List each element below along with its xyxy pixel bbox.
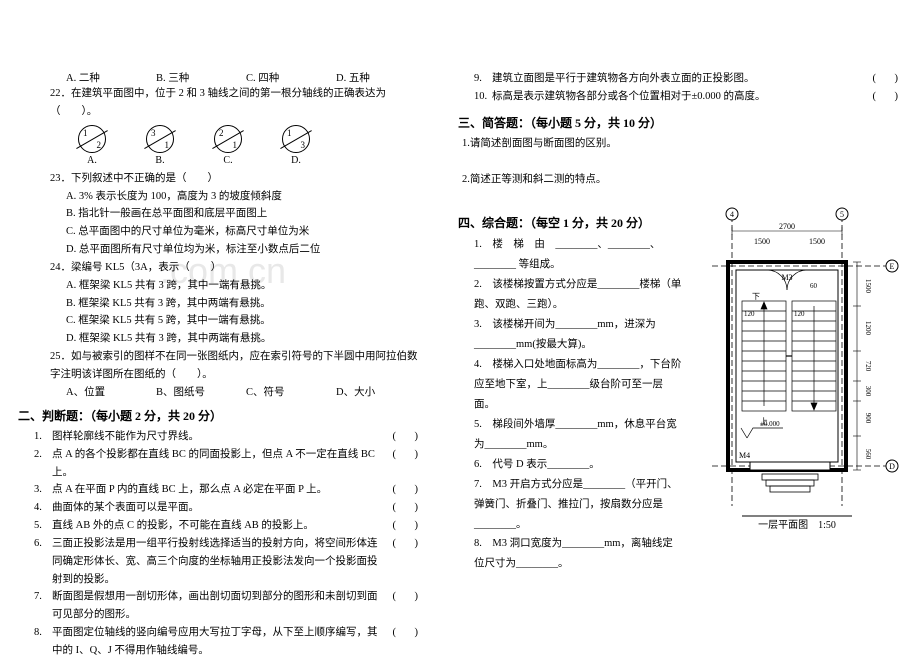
q24-a: A. 框架梁 KL5 共有 3 跨，其中一端有悬挑。 — [18, 277, 422, 295]
label-m4: M4 — [739, 451, 750, 460]
q25-stem: 25．如与被索引的图样不在同一张图纸内，应在索引符号的下半圆中用阿拉伯数字注明该… — [18, 348, 422, 384]
q24-b: B. 框架梁 KL5 共有 3 跨，其中两端有悬挑。 — [18, 295, 422, 313]
q24-stem: 24．梁编号 KL5（3A，表示（ ） — [18, 259, 422, 277]
axis-e: E — [890, 262, 895, 271]
opt-d: D. 五种 — [336, 70, 406, 85]
q23-c: C. 总平面图中的尺寸单位为毫米，标高尺寸单位为米 — [18, 223, 422, 241]
q25-options: A、位置 B、图纸号 C、符号 D、大小 — [18, 384, 422, 399]
label-down: 下 — [752, 292, 760, 301]
fill-5: 5. 梯段间外墙厚________mm，休息平台宽为________mm。 — [458, 415, 682, 455]
section-3-title: 三、简答题：（每小题 5 分，共 10 分） — [458, 114, 902, 131]
dim-1500b: 1500 — [809, 237, 825, 246]
axis-5: 5 — [840, 210, 844, 219]
q23-stem: 23．下列叙述中不正确的是（ ） — [18, 170, 422, 188]
opt-c: C. 四种 — [246, 70, 316, 85]
dim-120a: 120 — [744, 310, 755, 318]
diagram-caption: 一层平面图 1:50 — [758, 519, 836, 531]
dim-1500a: 1500 — [754, 237, 770, 246]
axis-4: 4 — [730, 210, 734, 219]
dim-120b: 120 — [794, 310, 805, 318]
opt-a: A、位置 — [66, 384, 136, 399]
opt-d: D、大小 — [336, 384, 406, 399]
tf-9: 9.建筑立面图是平行于建筑物各方向外表立面的正投影图。( ) — [458, 70, 902, 88]
fill-3: 3. 该楼梯开间为________mm，进深为________mm(按最大算)。 — [458, 315, 682, 355]
dim-2700: 2700 — [779, 222, 795, 231]
fill-7: 7. M3 开启方式分应是________（平开门、弹簧门、折叠门、推拉门，按扇… — [458, 475, 682, 535]
opt-b: B. 三种 — [156, 70, 226, 85]
svg-text:720: 720 — [864, 361, 872, 372]
label-m3: M3 — [781, 273, 792, 282]
tf-3: 3.点 A 在平面 P 内的直线 BC 上，那么点 A 必定在平面 P 上。( … — [18, 481, 422, 499]
floor-plan-diagram: 4 5 E D 2700 1500 1500 — [692, 206, 902, 574]
q24-d: D. 框架梁 KL5 共有 3 跨，其中两端有悬挑。 — [18, 330, 422, 348]
tf-5: 5.直线 AB 外的点 C 的投影，不可能在直线 AB 的投影上。( ) — [18, 517, 422, 535]
circle-a: 12 A. — [78, 125, 106, 166]
tf-4: 4.曲面体的某个表面可以是平面。( ) — [18, 499, 422, 517]
svg-text:1500: 1500 — [864, 279, 872, 294]
q22-stem: 22．在建筑平面图中，位于 2 和 3 轴线之间的第一根分轴线的正确表达为（ ）… — [18, 85, 422, 121]
q23-d: D. 总平面图所有尺寸单位均为米，标注至小数点后二位 — [18, 241, 422, 259]
tf-10: 10.标高是表示建筑物各部分或各个位置相对于±0.000 的高度。( ) — [458, 88, 902, 106]
circle-d: 13 D. — [282, 125, 310, 166]
elev-label: ±0.000 — [760, 420, 780, 428]
exam-page: A. 二种 B. 三种 C. 四种 D. 五种 22．在建筑平面图中，位于 2 … — [0, 0, 920, 650]
left-column: A. 二种 B. 三种 C. 四种 D. 五种 22．在建筑平面图中，位于 2 … — [0, 0, 440, 650]
right-column: 9.建筑立面图是平行于建筑物各方向外表立面的正投影图。( ) 10.标高是表示建… — [440, 0, 920, 650]
tf-1: 1.图样轮廓线不能作为尺寸界线。( ) — [18, 428, 422, 446]
fill-8: 8. M3 洞口宽度为________mm，离轴线定位尺寸为________。 — [458, 534, 682, 574]
fill-4: 4. 楼梯入口处地面标高为________，下台阶应至地下室，上________… — [458, 355, 682, 415]
section-2-title: 二、判断题：（每小题 2 分，共 20 分） — [18, 407, 422, 424]
q21-options: A. 二种 B. 三种 C. 四种 D. 五种 — [18, 70, 422, 85]
tf-6: 6.三面正投影法是用一组平行投射线选择适当的投射方向，将空间形体连同确定形体长、… — [18, 535, 422, 589]
svg-text:1200: 1200 — [864, 321, 872, 336]
section-4-title: 四、综合题：（每空 1 分，共 20 分） — [458, 214, 682, 231]
axis-circles: 12 A. 31 B. 21 C. 13 D. — [18, 125, 422, 166]
fill-1: 1. 楼 梯 由 ________、________、________ 等组成。 — [458, 235, 682, 275]
dim-60: 60 — [810, 282, 818, 290]
fill-6: 6. 代号 D 表示________。 — [458, 455, 682, 475]
opt-a: A. 二种 — [66, 70, 136, 85]
fill-2: 2. 该楼梯按置方式分应是________楼梯（单跑、双跑、三跑）。 — [458, 275, 682, 315]
sq-2: 2.简述正等测和斜二测的特点。 — [458, 171, 902, 189]
section-4-wrap: 四、综合题：（每空 1 分，共 20 分） 1. 楼 梯 由 ________、… — [458, 206, 902, 574]
tf-2: 2.点 A 的各个投影都在直线 BC 的同面投影上，但点 A 不一定在直线 BC… — [18, 446, 422, 482]
axis-d: D — [889, 462, 895, 471]
q23-b: B. 指北针一般画在总平面图和底层平面图上 — [18, 205, 422, 223]
q23-a: A. 3% 表示长度为 100，高度为 3 的坡度倾斜度 — [18, 188, 422, 206]
sq-1: 1.请简述剖面图与断面图的区别。 — [458, 135, 902, 153]
svg-text:900: 900 — [864, 413, 872, 424]
svg-text:560: 560 — [864, 449, 872, 460]
tf-7: 7.断面图是假想用一剖切形体，画出剖切面切到部分的图形和未剖切到面可见部分的图形… — [18, 588, 422, 624]
svg-text:300: 300 — [864, 386, 872, 397]
circle-c: 21 C. — [214, 125, 242, 166]
q24-c: C. 框架梁 KL5 共有 5 跨，其中一端有悬挑。 — [18, 312, 422, 330]
opt-b: B、图纸号 — [156, 384, 226, 399]
tf-8: 8.平面图定位轴线的竖向编号应用大写拉丁字母，从下至上顺序编写，其中的 I、Q、… — [18, 624, 422, 660]
circle-b: 31 B. — [146, 125, 174, 166]
opt-c: C、符号 — [246, 384, 316, 399]
